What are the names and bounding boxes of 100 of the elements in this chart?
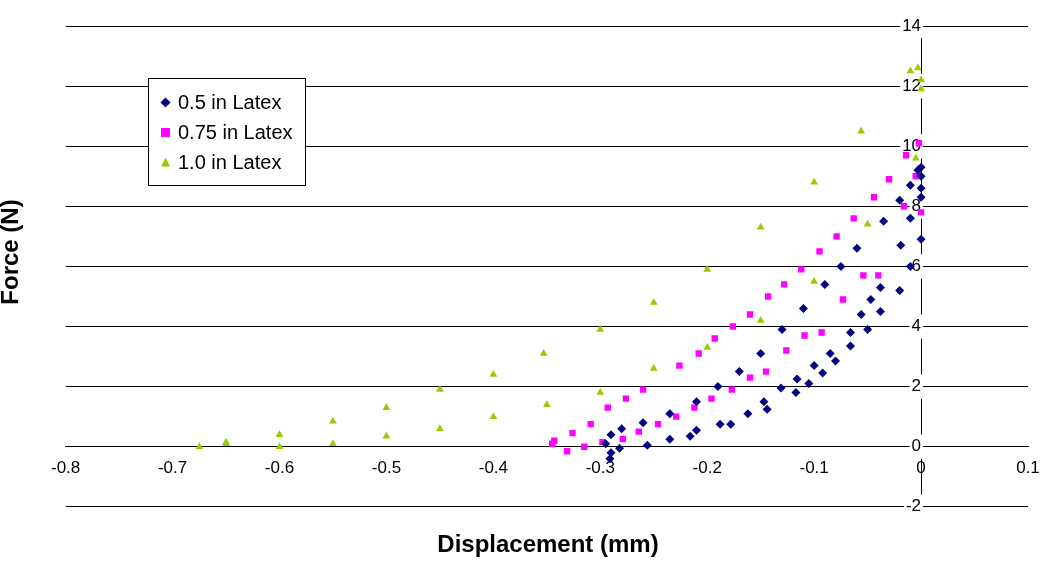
point — [638, 418, 648, 428]
point — [596, 325, 605, 332]
point — [863, 219, 872, 227]
point — [642, 440, 652, 450]
point — [542, 400, 551, 407]
point — [879, 216, 889, 226]
point — [436, 385, 444, 392]
point — [916, 234, 926, 244]
point — [798, 303, 808, 313]
point — [711, 335, 718, 342]
x-tick-label: -0.6 — [264, 457, 295, 477]
point — [756, 222, 765, 230]
point — [729, 323, 737, 330]
point — [695, 350, 702, 357]
y-axis-title: Force (N) — [0, 199, 24, 305]
point — [836, 261, 846, 271]
x-tick-label: -0.7 — [157, 457, 188, 477]
point — [275, 442, 284, 449]
point — [604, 404, 611, 411]
point — [746, 311, 754, 318]
point — [622, 395, 630, 402]
point — [818, 329, 825, 336]
point — [691, 404, 698, 411]
point — [596, 388, 605, 395]
point — [728, 386, 735, 393]
point — [820, 279, 830, 289]
point — [617, 424, 627, 434]
point — [764, 293, 772, 300]
point — [703, 264, 712, 272]
point — [846, 341, 855, 351]
point — [792, 374, 802, 384]
x-tick-label: -0.2 — [692, 457, 722, 477]
point — [703, 343, 712, 350]
point — [863, 325, 873, 335]
point — [692, 425, 702, 435]
point — [852, 243, 862, 253]
point — [856, 309, 866, 319]
point — [539, 349, 548, 356]
point — [569, 430, 576, 437]
point — [654, 420, 662, 428]
y-tick-label: -2 — [905, 496, 922, 516]
y-tick-label: 4 — [911, 316, 922, 336]
x-tick-label: -0.5 — [371, 457, 402, 477]
point — [860, 272, 867, 279]
point — [875, 306, 885, 316]
x-tick-label: 0.1 — [1016, 457, 1040, 477]
point — [606, 448, 616, 458]
point — [798, 266, 805, 273]
point — [649, 364, 658, 371]
point — [615, 443, 625, 453]
point — [801, 332, 808, 339]
point — [436, 424, 444, 431]
point — [734, 367, 744, 377]
point — [673, 413, 680, 420]
point — [916, 183, 926, 193]
point — [601, 439, 611, 449]
point — [489, 412, 498, 419]
point — [665, 409, 675, 419]
point — [759, 397, 769, 407]
point — [810, 276, 819, 284]
point — [816, 248, 823, 255]
point — [563, 448, 571, 455]
y-tick-label: 0 — [911, 436, 922, 456]
point — [756, 349, 766, 359]
point — [676, 362, 683, 369]
point — [833, 233, 840, 240]
y-tick-label: 2 — [911, 376, 922, 396]
point — [639, 386, 647, 393]
point — [895, 195, 905, 205]
point — [825, 349, 835, 359]
point — [762, 404, 772, 414]
point — [831, 356, 841, 366]
y-tick-label: 8 — [911, 195, 922, 215]
point — [781, 281, 788, 288]
point — [866, 294, 876, 304]
point — [809, 361, 819, 371]
point — [850, 215, 857, 222]
point — [777, 325, 787, 335]
point — [619, 436, 626, 443]
point — [649, 297, 658, 305]
point — [756, 315, 765, 323]
point — [791, 388, 801, 398]
legend-label: 1.0 in Latex — [178, 150, 282, 175]
point — [489, 370, 498, 377]
x-axis-title: Displacement (mm) — [436, 530, 660, 558]
point — [913, 63, 922, 71]
point — [275, 430, 284, 437]
point — [635, 428, 642, 435]
point — [708, 395, 715, 402]
x-tick-label: -0.4 — [478, 457, 509, 477]
point — [895, 285, 905, 295]
point — [746, 374, 754, 381]
point — [329, 439, 337, 446]
point — [606, 430, 616, 440]
point — [839, 296, 847, 303]
point — [905, 213, 915, 223]
point — [783, 347, 790, 354]
x-tick-label: -0.3 — [585, 457, 615, 477]
point — [692, 397, 702, 407]
point — [776, 383, 786, 393]
